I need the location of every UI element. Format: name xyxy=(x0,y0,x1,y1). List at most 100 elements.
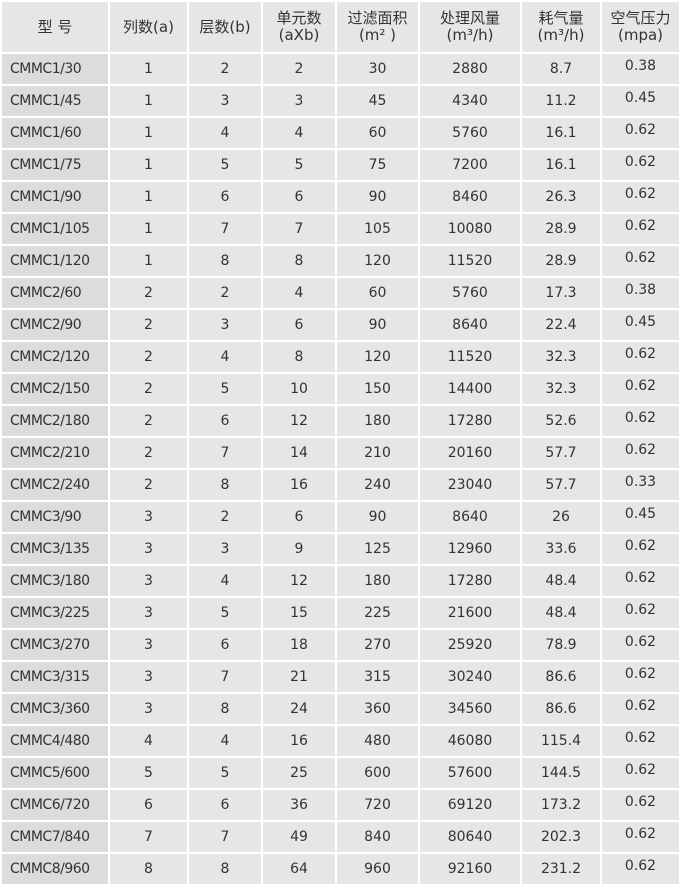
header-text: 处理风量 xyxy=(439,9,500,27)
cell-air-pressure: 0.62 xyxy=(600,820,679,854)
cell-columns: 2 xyxy=(108,276,189,310)
table-row: CMMC1/45 1 3 3 45 4340 11.2 0.45 xyxy=(0,84,679,118)
header-text: 耗气量 xyxy=(538,9,584,27)
cell-layers: 6 xyxy=(187,180,263,214)
cell-layers: 2 xyxy=(187,276,263,310)
cell-air-pressure: 0.62 xyxy=(600,372,679,406)
cell-model: CMMC2/150 xyxy=(0,372,110,406)
header-model: 型 号 xyxy=(0,0,110,54)
cell-air-pressure: 0.62 xyxy=(600,852,679,886)
cell-units: 10 xyxy=(261,372,337,406)
cell-air-consumption: 202.3 xyxy=(520,820,602,854)
cell-columns: 1 xyxy=(108,116,189,150)
header-air-consumption: 耗气量 (m³/h) xyxy=(520,0,602,54)
cell-units: 3 xyxy=(261,84,337,118)
cell-layers: 2 xyxy=(187,500,263,534)
cell-units: 6 xyxy=(261,180,337,214)
cell-units: 24 xyxy=(261,692,337,726)
cell-air-consumption: 57.7 xyxy=(520,436,602,470)
cell-air-consumption: 17.3 xyxy=(520,276,602,310)
cell-air-consumption: 173.2 xyxy=(520,788,602,822)
cell-layers: 8 xyxy=(187,244,263,278)
table-row: CMMC3/315 3 7 21 315 30240 86.6 0.62 xyxy=(0,660,679,694)
cell-air-volume: 25920 xyxy=(418,628,522,662)
cell-layers: 6 xyxy=(187,404,263,438)
header-columns: 列数(a) xyxy=(108,0,189,54)
cell-air-volume: 46080 xyxy=(418,724,522,758)
cell-air-volume: 17280 xyxy=(418,564,522,598)
cell-air-pressure: 0.62 xyxy=(600,692,679,726)
table-row: CMMC2/150 2 5 10 150 14400 32.3 0.62 xyxy=(0,372,679,406)
cell-model: CMMC1/30 xyxy=(0,52,110,86)
cell-model: CMMC1/105 xyxy=(0,212,110,246)
table-row: CMMC1/90 1 6 6 90 8460 26.3 0.62 xyxy=(0,180,679,214)
cell-columns: 3 xyxy=(108,596,189,630)
cell-air-volume: 10080 xyxy=(418,212,522,246)
cell-columns: 3 xyxy=(108,660,189,694)
cell-air-pressure: 0.38 xyxy=(600,276,679,310)
table-row: CMMC3/360 3 8 24 360 34560 86.6 0.62 xyxy=(0,692,679,726)
cell-model: CMMC3/180 xyxy=(0,564,110,598)
cell-layers: 7 xyxy=(187,212,263,246)
cell-layers: 4 xyxy=(187,724,263,758)
cell-air-consumption: 48.4 xyxy=(520,564,602,598)
cell-air-consumption: 115.4 xyxy=(520,724,602,758)
cell-air-pressure: 0.62 xyxy=(600,340,679,374)
table-row: CMMC2/60 2 2 4 60 5760 17.3 0.38 xyxy=(0,276,679,310)
table-row: CMMC8/960 8 8 64 960 92160 231.2 0.62 xyxy=(0,852,679,886)
cell-air-pressure: 0.33 xyxy=(600,468,679,502)
cell-air-consumption: 28.9 xyxy=(520,244,602,278)
cell-air-consumption: 32.3 xyxy=(520,372,602,406)
cell-units: 16 xyxy=(261,468,337,502)
cell-air-pressure: 0.62 xyxy=(600,564,679,598)
header-text: (m³/h) xyxy=(537,26,585,44)
cell-filter-area: 600 xyxy=(335,756,420,790)
cell-model: CMMC3/360 xyxy=(0,692,110,726)
cell-air-consumption: 33.6 xyxy=(520,532,602,566)
cell-layers: 6 xyxy=(187,788,263,822)
header-air-volume: 处理风量 (m³/h) xyxy=(418,0,522,54)
table-row: CMMC5/600 5 5 25 600 57600 144.5 0.62 xyxy=(0,756,679,790)
cell-air-consumption: 16.1 xyxy=(520,148,602,182)
cell-air-pressure: 0.45 xyxy=(600,500,679,534)
cell-air-consumption: 86.6 xyxy=(520,660,602,694)
cell-layers: 8 xyxy=(187,468,263,502)
cell-air-consumption: 8.7 xyxy=(520,52,602,86)
cell-layers: 4 xyxy=(187,564,263,598)
table-row: CMMC3/270 3 6 18 270 25920 78.9 0.62 xyxy=(0,628,679,662)
cell-air-volume: 14400 xyxy=(418,372,522,406)
cell-columns: 2 xyxy=(108,436,189,470)
cell-model: CMMC1/45 xyxy=(0,84,110,118)
cell-layers: 3 xyxy=(187,532,263,566)
cell-model: CMMC3/225 xyxy=(0,596,110,630)
table-row: CMMC1/120 1 8 8 120 11520 28.9 0.62 xyxy=(0,244,679,278)
cell-units: 16 xyxy=(261,724,337,758)
cell-air-volume: 17280 xyxy=(418,404,522,438)
cell-filter-area: 360 xyxy=(335,692,420,726)
cell-filter-area: 270 xyxy=(335,628,420,662)
cell-air-consumption: 16.1 xyxy=(520,116,602,150)
cell-air-volume: 11520 xyxy=(418,340,522,374)
header-text: 空气压力 xyxy=(610,9,671,27)
cell-layers: 5 xyxy=(187,372,263,406)
cell-filter-area: 60 xyxy=(335,276,420,310)
cell-units: 14 xyxy=(261,436,337,470)
cell-filter-area: 120 xyxy=(335,340,420,374)
cell-filter-area: 45 xyxy=(335,84,420,118)
cell-air-volume: 80640 xyxy=(418,820,522,854)
cell-air-consumption: 32.3 xyxy=(520,340,602,374)
cell-filter-area: 180 xyxy=(335,404,420,438)
table-row: CMMC2/210 2 7 14 210 20160 57.7 0.62 xyxy=(0,436,679,470)
cell-filter-area: 90 xyxy=(335,308,420,342)
table-row: CMMC1/30 1 2 2 30 2880 8.7 0.38 xyxy=(0,52,679,86)
cell-units: 7 xyxy=(261,212,337,246)
cell-units: 18 xyxy=(261,628,337,662)
table-row: CMMC2/180 2 6 12 180 17280 52.6 0.62 xyxy=(0,404,679,438)
cell-layers: 3 xyxy=(187,84,263,118)
cell-units: 25 xyxy=(261,756,337,790)
cell-columns: 3 xyxy=(108,500,189,534)
header-text: 层数(b) xyxy=(199,17,251,36)
cell-model: CMMC3/135 xyxy=(0,532,110,566)
cell-model: CMMC6/720 xyxy=(0,788,110,822)
cell-units: 4 xyxy=(261,276,337,310)
